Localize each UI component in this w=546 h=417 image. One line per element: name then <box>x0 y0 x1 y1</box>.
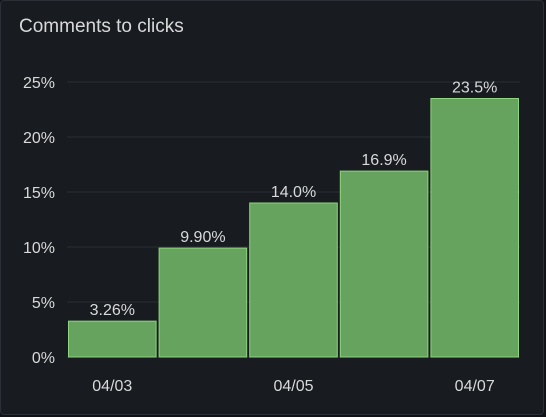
y-tick-label: 0% <box>32 350 55 367</box>
x-tick-label: 04/07 <box>455 378 495 395</box>
y-axis-ticks: 0% 5% 10% 15% 20% 25% <box>23 75 55 367</box>
bar-04-04[interactable] <box>158 247 248 358</box>
y-tick-label: 5% <box>32 295 55 312</box>
bar-04-07[interactable] <box>430 98 519 358</box>
bars <box>68 98 519 358</box>
y-tick-label: 15% <box>23 185 55 202</box>
bar-value-label: 16.9% <box>361 152 406 169</box>
bar-value-label: 9.90% <box>180 229 225 246</box>
bar-value-label: 23.5% <box>452 80 497 97</box>
bar-value-labels: 3.26% 9.90% 14.0% 16.9% 23.5% <box>90 80 498 320</box>
x-axis-ticks: 04/03 04/05 04/07 <box>92 378 495 395</box>
panel-title: Comments to clicks <box>19 16 184 37</box>
bar-value-label: 14.0% <box>271 184 316 201</box>
x-tick-label: 04/03 <box>92 378 132 395</box>
y-tick-label: 20% <box>23 130 55 147</box>
x-tick-label: 04/05 <box>273 378 313 395</box>
bar-04-06[interactable] <box>339 170 429 358</box>
bar-04-05[interactable] <box>249 202 338 358</box>
y-tick-label: 10% <box>23 240 55 257</box>
bar-04-03[interactable] <box>68 320 157 358</box>
bar-value-label: 3.26% <box>90 302 135 319</box>
y-tick-label: 25% <box>23 75 55 92</box>
